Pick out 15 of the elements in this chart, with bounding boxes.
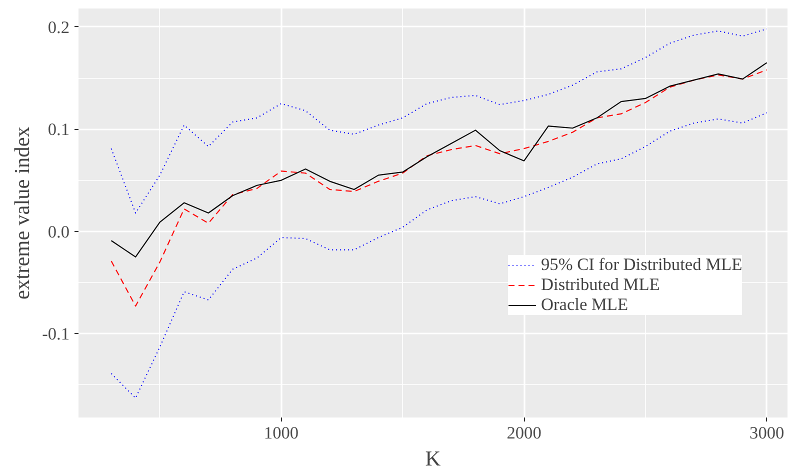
y-tick-label: 0.2 [48, 18, 70, 37]
x-tick-label: 1000 [264, 424, 299, 442]
y-tick-label: 0.1 [48, 120, 70, 140]
line-series [110, 112, 768, 399]
line-series [110, 28, 768, 214]
y-tick-label: 0.0 [48, 222, 70, 242]
legend-label: Distributed MLE [541, 275, 660, 295]
legend-label: 95% CI for Distributed MLE [541, 255, 742, 275]
x-tick-label: 3000 [750, 424, 784, 442]
y-tick-label: -0.1 [42, 324, 70, 344]
y-axis-title: extreme value index [10, 126, 34, 300]
x-axis-title: K [425, 446, 442, 470]
x-tick-label: 2000 [506, 424, 542, 442]
legend-label: Oracle MLE [541, 295, 628, 315]
line-series [110, 62, 768, 258]
